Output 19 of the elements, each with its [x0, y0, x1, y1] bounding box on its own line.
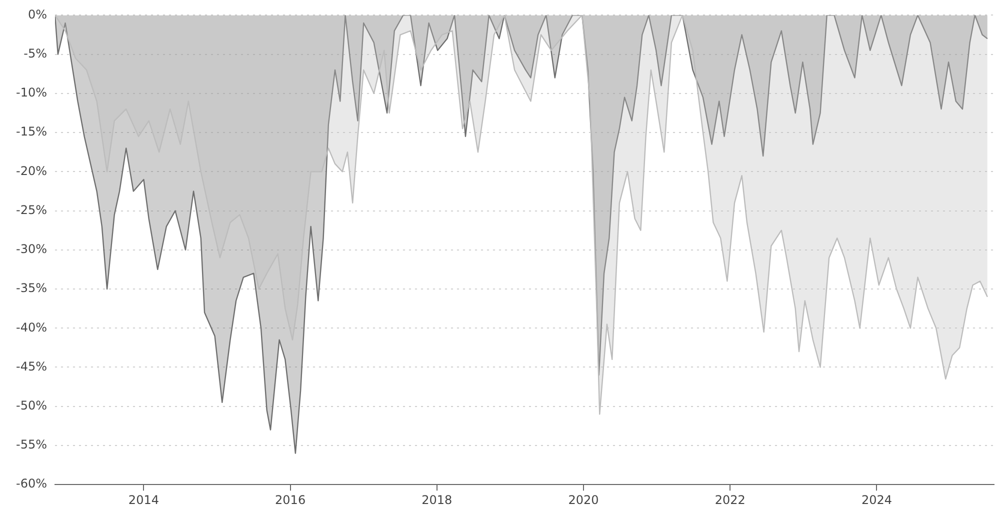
x-tick-label: 2020 — [568, 492, 599, 507]
x-tick-label: 2024 — [861, 492, 892, 507]
y-tick-label: 0% — [28, 7, 47, 22]
x-tick-label: 2018 — [422, 492, 452, 507]
y-tick-label: -40% — [16, 320, 47, 334]
y-tick-label: -20% — [16, 164, 47, 178]
y-tick-label: -55% — [16, 438, 47, 452]
y-tick-label: -45% — [16, 359, 47, 374]
y-tick-label: -60% — [16, 476, 47, 491]
y-tick-label: -25% — [16, 202, 47, 217]
y-tick-label: -10% — [16, 86, 47, 100]
x-tick-label: 2022 — [714, 492, 746, 507]
y-tick-label: -35% — [16, 281, 47, 296]
y-tick-label: -15% — [16, 124, 47, 139]
x-tick-label: 2014 — [128, 492, 159, 507]
y-tick-label: -50% — [16, 398, 47, 412]
x-tick-label: 2016 — [275, 492, 306, 507]
y-tick-label: -5% — [24, 46, 47, 60]
y-tick-label: -30% — [16, 242, 47, 256]
